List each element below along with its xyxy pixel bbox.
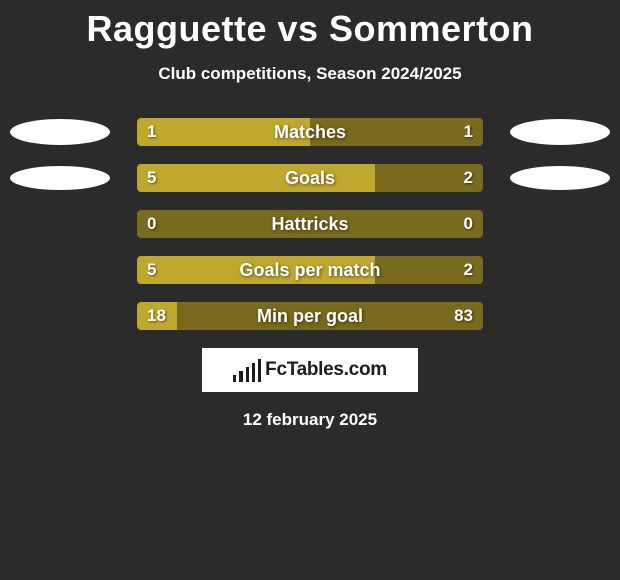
stat-bar-fill-left bbox=[137, 118, 310, 146]
page-title: Ragguette vs Sommerton bbox=[0, 0, 620, 50]
stat-value-left: 5 bbox=[147, 256, 156, 284]
stat-bar-track: 11Matches bbox=[137, 118, 483, 146]
fctables-logo: FcTables.com bbox=[202, 348, 418, 392]
bars-icon bbox=[233, 358, 261, 382]
stat-value-left: 1 bbox=[147, 118, 156, 146]
stat-row: 18 83Min per goal bbox=[0, 302, 620, 330]
stat-label: Min per goal bbox=[137, 302, 483, 330]
player-marker-right bbox=[510, 119, 610, 145]
stat-row: 52Goals per match bbox=[0, 256, 620, 284]
stat-bar-fill-left bbox=[137, 256, 375, 284]
stat-bar-track: 52Goals bbox=[137, 164, 483, 192]
stat-value-right: 2 bbox=[464, 256, 473, 284]
page-subtitle: Club competitions, Season 2024/2025 bbox=[0, 64, 620, 84]
stat-bar-track: 0 0Hattricks bbox=[137, 210, 483, 238]
stat-value-left: 18 bbox=[147, 302, 166, 330]
stat-label: Hattricks bbox=[137, 210, 483, 238]
comparison-chart: 11Matches52Goals00Hattricks52Goals per m… bbox=[0, 118, 620, 330]
stat-row: 0 0Hattricks bbox=[0, 210, 620, 238]
player-marker-left bbox=[10, 119, 110, 145]
logo-text: FcTables.com bbox=[265, 359, 387, 381]
stat-value-right: 0 bbox=[464, 210, 473, 238]
stat-bar-track: 18 83Min per goal bbox=[137, 302, 483, 330]
stat-row: 11Matches bbox=[0, 118, 620, 146]
stat-value-right: 1 bbox=[464, 118, 473, 146]
stat-bar-fill-left bbox=[137, 164, 375, 192]
player-marker-left bbox=[10, 166, 110, 190]
stat-value-left: 0 bbox=[147, 210, 156, 238]
stat-row: 52Goals bbox=[0, 164, 620, 192]
page-root: Ragguette vs Sommerton Club competitions… bbox=[0, 0, 620, 580]
stat-value-left: 5 bbox=[147, 164, 156, 192]
player-marker-right bbox=[510, 166, 610, 190]
date-text: 12 february 2025 bbox=[0, 410, 620, 430]
stat-bar-track: 52Goals per match bbox=[137, 256, 483, 284]
stat-value-right: 83 bbox=[454, 302, 473, 330]
stat-value-right: 2 bbox=[464, 164, 473, 192]
